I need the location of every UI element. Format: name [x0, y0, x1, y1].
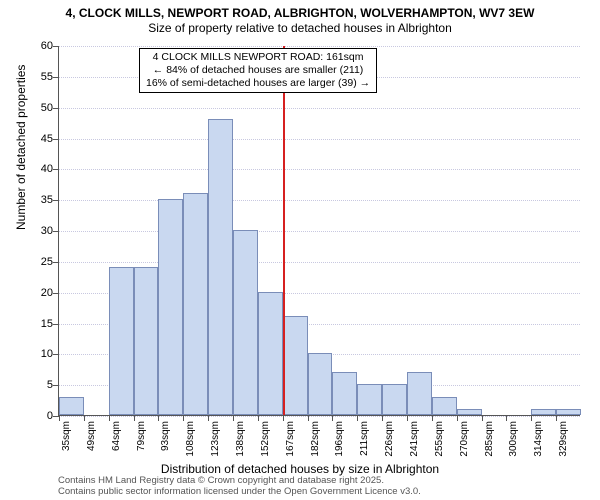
x-tick-label: 64sqm	[111, 421, 122, 451]
y-tick-label: 45	[23, 133, 53, 145]
y-tick-label: 10	[23, 348, 53, 360]
x-tick-label: 152sqm	[260, 421, 271, 457]
x-tick-label: 123sqm	[210, 421, 221, 457]
footer-attribution: Contains HM Land Registry data © Crown c…	[58, 476, 421, 498]
x-tick	[382, 415, 383, 421]
x-tick-label: 255sqm	[434, 421, 445, 457]
x-tick	[84, 415, 85, 421]
footer-line-2: Contains public sector information licen…	[58, 487, 421, 498]
y-tick-label: 30	[23, 225, 53, 237]
x-tick-label: 93sqm	[160, 421, 171, 451]
x-tick	[59, 415, 60, 421]
histogram-bar	[158, 199, 183, 415]
y-tick	[53, 354, 59, 355]
x-tick	[308, 415, 309, 421]
histogram-bar	[332, 372, 357, 415]
histogram-bar	[308, 353, 333, 415]
x-tick-label: 285sqm	[484, 421, 495, 457]
annotation-line: 16% of semi-detached houses are larger (…	[146, 77, 370, 90]
annotation-line: 4 CLOCK MILLS NEWPORT ROAD: 161sqm	[146, 51, 370, 64]
x-tick	[457, 415, 458, 421]
x-tick	[482, 415, 483, 421]
y-tick-label: 40	[23, 163, 53, 175]
histogram-bar	[109, 267, 134, 415]
x-tick	[283, 415, 284, 421]
x-tick	[134, 415, 135, 421]
y-tick	[53, 385, 59, 386]
histogram-bar	[531, 409, 556, 415]
plot-area: 05101520253035404550556035sqm49sqm64sqm7…	[58, 46, 580, 416]
y-tick	[53, 231, 59, 232]
histogram-bar	[407, 372, 432, 415]
y-tick-label: 35	[23, 194, 53, 206]
histogram-bar	[233, 230, 258, 415]
x-tick-label: 211sqm	[359, 421, 370, 456]
y-tick	[53, 46, 59, 47]
x-tick-label: 49sqm	[86, 421, 97, 451]
x-tick	[556, 415, 557, 421]
histogram-bar	[258, 292, 283, 415]
gridline	[59, 46, 580, 47]
histogram-bar	[432, 397, 457, 416]
histogram-bar	[556, 409, 581, 415]
y-tick	[53, 169, 59, 170]
x-tick-label: 329sqm	[558, 421, 569, 457]
x-tick	[208, 415, 209, 421]
x-tick-label: 241sqm	[409, 421, 420, 457]
x-tick-label: 314sqm	[533, 421, 544, 457]
reference-line	[283, 46, 285, 415]
x-tick	[233, 415, 234, 421]
y-tick-label: 60	[23, 40, 53, 52]
x-tick-label: 167sqm	[285, 421, 296, 457]
y-tick	[53, 200, 59, 201]
x-tick-label: 226sqm	[384, 421, 395, 457]
histogram-bar	[457, 409, 482, 415]
y-tick-label: 25	[23, 256, 53, 268]
histogram-bar	[283, 316, 308, 415]
annotation-box: 4 CLOCK MILLS NEWPORT ROAD: 161sqm← 84% …	[139, 48, 377, 93]
gridline	[59, 139, 580, 140]
y-tick	[53, 324, 59, 325]
y-tick-label: 50	[23, 102, 53, 114]
x-tick	[109, 415, 110, 421]
y-tick	[53, 108, 59, 109]
chart-title-block: 4, CLOCK MILLS, NEWPORT ROAD, ALBRIGHTON…	[0, 0, 600, 36]
x-axis-title: Distribution of detached houses by size …	[0, 462, 600, 476]
histogram-bar	[183, 193, 208, 415]
histogram-bar	[59, 397, 84, 416]
histogram-bar	[382, 384, 407, 415]
y-tick-label: 15	[23, 318, 53, 330]
x-tick-label: 182sqm	[310, 421, 321, 457]
x-tick-label: 300sqm	[508, 421, 519, 457]
y-tick	[53, 139, 59, 140]
x-tick-label: 35sqm	[61, 421, 72, 451]
y-tick-label: 20	[23, 287, 53, 299]
chart-title-sub: Size of property relative to detached ho…	[0, 21, 600, 36]
gridline	[59, 200, 580, 201]
gridline	[59, 231, 580, 232]
y-tick-label: 0	[23, 410, 53, 422]
x-tick-label: 196sqm	[334, 421, 345, 457]
gridline	[59, 262, 580, 263]
y-tick-label: 5	[23, 379, 53, 391]
y-tick	[53, 77, 59, 78]
x-tick-label: 108sqm	[185, 421, 196, 457]
y-tick	[53, 262, 59, 263]
x-tick-label: 138sqm	[235, 421, 246, 457]
histogram-bar	[208, 119, 233, 415]
x-tick	[432, 415, 433, 421]
chart-title-main: 4, CLOCK MILLS, NEWPORT ROAD, ALBRIGHTON…	[0, 6, 600, 21]
gridline	[59, 416, 580, 417]
histogram-bar	[134, 267, 159, 415]
histogram-bar	[357, 384, 382, 415]
x-tick-label: 270sqm	[459, 421, 470, 457]
annotation-line: ← 84% of detached houses are smaller (21…	[146, 64, 370, 77]
x-tick	[407, 415, 408, 421]
gridline	[59, 108, 580, 109]
x-tick	[258, 415, 259, 421]
gridline	[59, 169, 580, 170]
x-tick-label: 79sqm	[136, 421, 147, 451]
y-tick	[53, 293, 59, 294]
y-tick-label: 55	[23, 71, 53, 83]
